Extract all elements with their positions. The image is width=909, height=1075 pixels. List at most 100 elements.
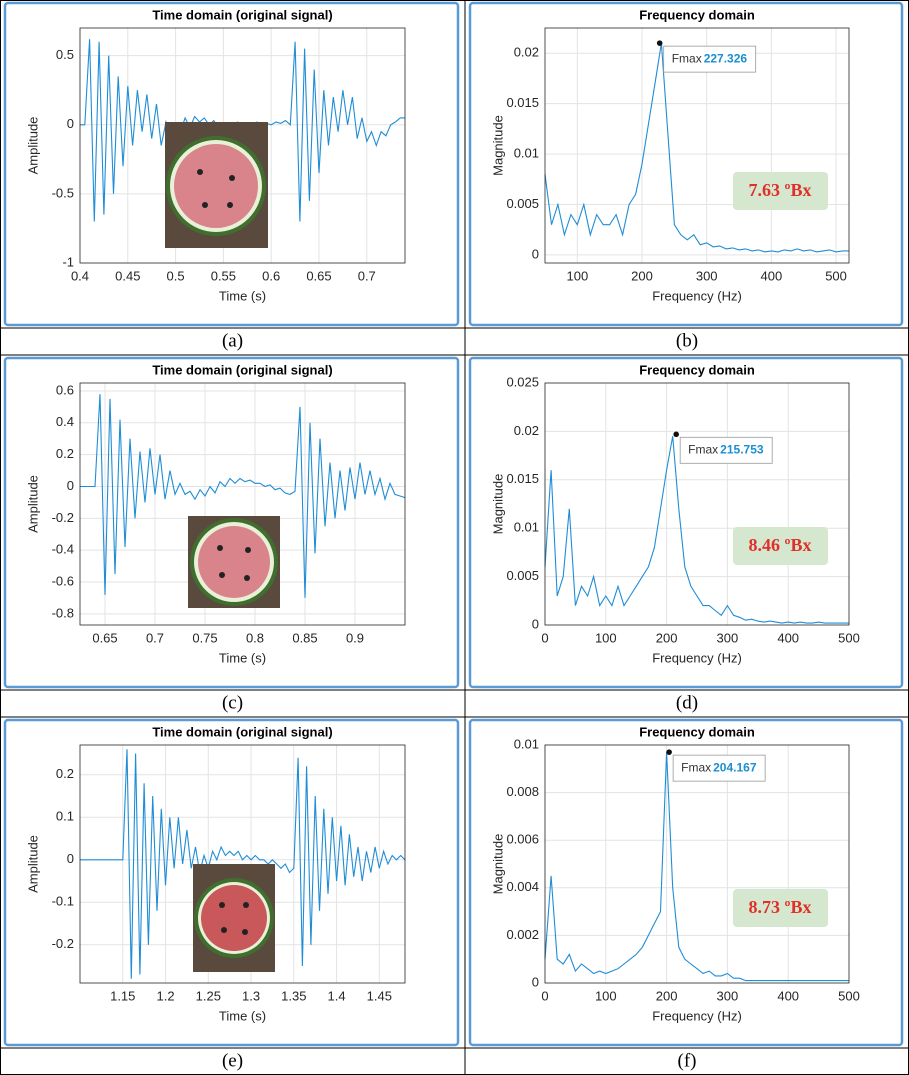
x-tick-label: 200 <box>631 268 653 283</box>
x-tick-label: 300 <box>696 268 718 283</box>
x-tick-label: 0.55 <box>211 268 236 283</box>
datatip-box <box>663 45 757 73</box>
x-tick-label: 1.4 <box>328 988 346 1003</box>
watermelon-photo <box>165 122 268 248</box>
y-tick-label: -0.2 <box>52 936 74 951</box>
y-axis-label: Magnitude <box>490 115 505 176</box>
x-tick-label: 0.65 <box>92 630 117 645</box>
x-tick-label: 0 <box>541 988 548 1003</box>
y-tick-label: 0.01 <box>514 736 539 751</box>
x-tick-label: 0.7 <box>146 630 164 645</box>
x-axis-label: Frequency (Hz) <box>652 650 742 665</box>
y-tick-label: 0.02 <box>514 423 539 438</box>
datatip-label: Fmax <box>688 442 718 456</box>
y-tick-label: 0.005 <box>506 568 539 583</box>
y-tick-label: 0.6 <box>56 382 74 397</box>
y-tick-label: -0.5 <box>52 185 74 200</box>
y-axis-label: Amplitude <box>25 117 40 175</box>
brix-annotation: 8.46 ºBx <box>749 535 812 555</box>
chart-title: Frequency domain <box>639 362 755 377</box>
panel-caption: (a) <box>222 330 243 351</box>
signal-line <box>80 394 406 598</box>
y-tick-label: 0 <box>532 246 539 261</box>
panel-caption: (b) <box>676 330 698 351</box>
datatip-value: 215.753 <box>720 442 764 456</box>
datatip-point <box>666 749 672 755</box>
y-tick-label: 0.015 <box>506 95 539 110</box>
datatip-point <box>673 431 679 438</box>
y-tick-label: 0.015 <box>506 471 539 486</box>
x-tick-label: 0.45 <box>115 268 140 283</box>
x-tick-label: 300 <box>717 988 739 1003</box>
watermelon-photo <box>193 864 275 972</box>
panel-caption: (d) <box>676 692 698 713</box>
y-tick-label: 0.01 <box>514 146 539 161</box>
y-tick-label: 0.2 <box>56 766 74 781</box>
x-tick-label: 0.9 <box>346 630 364 645</box>
y-tick-label: 0.008 <box>506 784 539 799</box>
x-tick-label: 200 <box>656 988 678 1003</box>
x-tick-label: 1.45 <box>367 988 392 1003</box>
datatip-label: Fmax <box>681 760 711 774</box>
watermelon-photo <box>188 516 280 608</box>
axes-box <box>544 382 850 626</box>
y-tick-label: 0.005 <box>506 196 539 211</box>
y-tick-label: -0.4 <box>52 542 74 557</box>
axes-box <box>79 27 406 264</box>
x-tick-label: 0.65 <box>306 268 331 283</box>
x-tick-label: 1.15 <box>110 988 135 1003</box>
x-tick-label: 1.2 <box>156 988 174 1003</box>
x-tick-label: 400 <box>777 630 799 645</box>
signal-line <box>544 43 849 253</box>
y-tick-label: 0.002 <box>506 927 539 942</box>
y-tick-label: 0.2 <box>56 446 74 461</box>
y-tick-label: -0.6 <box>52 573 74 588</box>
y-tick-label: 0.02 <box>514 45 539 60</box>
x-tick-label: 1.35 <box>281 988 306 1003</box>
chart-title: Frequency domain <box>639 724 755 739</box>
x-tick-label: 0.75 <box>192 630 217 645</box>
signal-line <box>80 749 406 979</box>
x-tick-label: 500 <box>838 630 860 645</box>
brix-box <box>733 172 828 210</box>
x-axis-label: Frequency (Hz) <box>652 288 742 303</box>
y-tick-label: -0.8 <box>52 605 74 620</box>
axes-box <box>544 27 850 264</box>
x-tick-label: 400 <box>761 268 783 283</box>
brix-annotation: 8.73 ºBx <box>749 897 812 917</box>
datatip-value: 204.167 <box>713 760 757 774</box>
datatip-label: Fmax <box>672 51 702 65</box>
axes-box <box>544 744 850 984</box>
x-tick-label: 100 <box>566 268 588 283</box>
axes-box <box>79 382 406 626</box>
x-tick-label: 400 <box>777 988 799 1003</box>
y-tick-label: 0 <box>67 478 74 493</box>
y-tick-label: -1 <box>62 254 74 269</box>
x-tick-label: 300 <box>717 630 739 645</box>
axes-box <box>79 744 406 984</box>
plot-area <box>545 745 849 983</box>
y-tick-label: 0.006 <box>506 832 539 847</box>
x-tick-label: 0.85 <box>292 630 317 645</box>
x-tick-label: 100 <box>595 988 617 1003</box>
chart-panel: 0.4 0.45 0.5 0.55 0.6 0.65 0.7 -1 -0.5 0 0.5 Time d… <box>3 1 460 327</box>
brix-annotation: 7.63 ºBx <box>749 180 812 200</box>
x-tick-label: 0.6 <box>262 268 280 283</box>
datatip-box <box>679 436 773 464</box>
y-tick-label: 0.01 <box>514 520 539 535</box>
y-axis-label: Amplitude <box>25 835 40 893</box>
y-tick-label: 0.1 <box>56 809 74 824</box>
x-tick-label: 500 <box>838 988 860 1003</box>
brix-box <box>733 527 828 565</box>
x-tick-label: 200 <box>656 630 678 645</box>
y-axis-label: Magnitude <box>490 474 505 535</box>
x-axis-label: Frequency (Hz) <box>652 1008 742 1023</box>
plot-area <box>545 383 849 625</box>
y-tick-label: -0.1 <box>52 894 74 909</box>
x-tick-label: 0.5 <box>167 268 185 283</box>
panel-caption: (c) <box>222 692 243 713</box>
y-tick-label: 0 <box>67 851 74 866</box>
datatip-point <box>656 40 663 46</box>
brix-box <box>733 889 828 927</box>
